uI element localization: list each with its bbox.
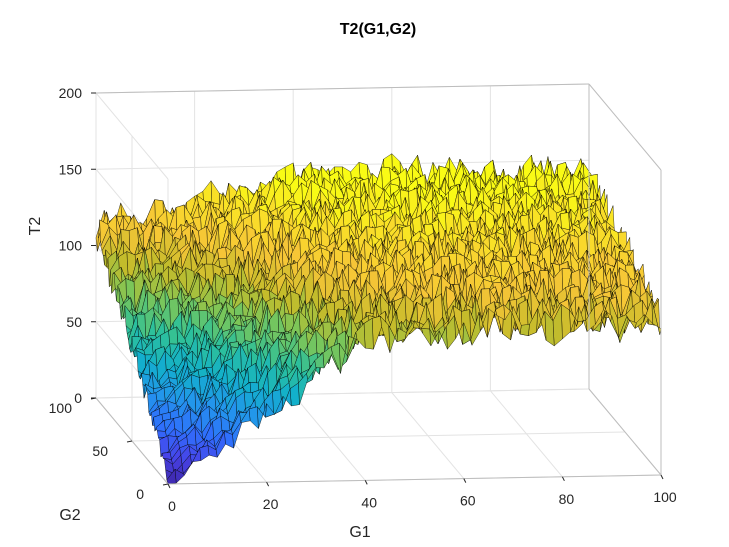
surface-cell: [363, 317, 374, 350]
z-tick-label: 0: [74, 390, 82, 406]
box-edge: [588, 388, 662, 476]
z-tick-label: 100: [59, 238, 83, 254]
surface-cell: [330, 342, 341, 374]
surface-cell: [421, 328, 432, 347]
z-tick-label: 50: [66, 314, 82, 330]
axes-box: [95, 83, 662, 485]
x-tick-label: 100: [653, 489, 677, 505]
y-tick-mark: [162, 483, 169, 486]
x-tick-label: 40: [361, 494, 377, 510]
z-axis-label: T2: [27, 217, 44, 236]
surface-mesh: [95, 153, 662, 485]
chart-title: T2(G1,G2): [340, 21, 416, 38]
box-edge: [167, 474, 662, 485]
x-tick-mark: [463, 478, 467, 483]
surface-cell: [217, 246, 228, 259]
x-tick-mark: [266, 481, 270, 487]
gridline: [95, 92, 169, 180]
surface-cell: [248, 406, 259, 430]
y-tick-label: 0: [136, 486, 144, 502]
z-tick-label: 200: [59, 85, 83, 101]
x-tick-label: 80: [559, 491, 575, 507]
surface-cell: [519, 324, 530, 336]
surface-cell: [199, 445, 210, 461]
x-tick-label: 0: [168, 498, 176, 514]
gridline: [95, 159, 590, 170]
box-edge: [588, 83, 662, 171]
surface-cell: [560, 212, 570, 231]
x-axis-label: G1: [349, 524, 370, 541]
surface-cell: [197, 301, 208, 311]
box-edge: [95, 83, 590, 94]
y-tick-mark: [126, 440, 133, 443]
y-tick-label: 100: [49, 400, 73, 416]
x-tick-mark: [364, 480, 368, 485]
surface-cell: [487, 307, 498, 338]
x-tick-label: 20: [263, 496, 279, 512]
z-tick-label: 150: [59, 161, 83, 177]
y-axis-label: G2: [59, 507, 80, 524]
surface-cell: [166, 468, 177, 485]
x-tick-mark: [660, 474, 664, 480]
x-tick-mark: [167, 483, 171, 489]
x-tick-mark: [561, 476, 565, 482]
y-tick-label: 50: [92, 443, 108, 459]
x-tick-label: 60: [460, 493, 476, 509]
